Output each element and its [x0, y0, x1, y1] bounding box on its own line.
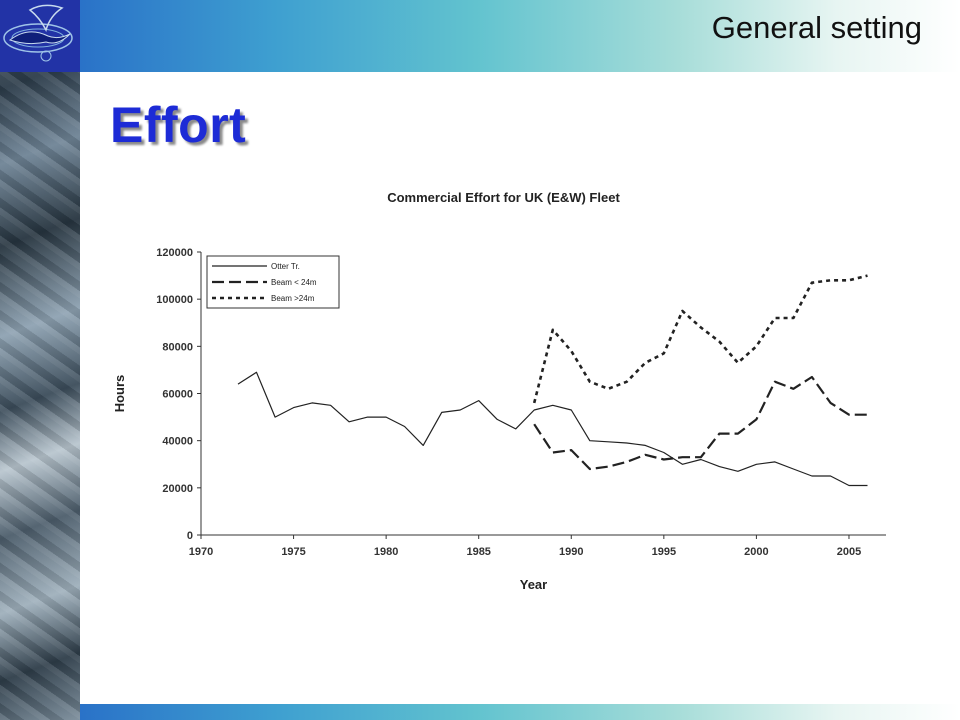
side-ocean-image — [0, 0, 80, 720]
y-tick-label: 40000 — [162, 436, 193, 448]
y-tick-label: 80000 — [162, 341, 193, 353]
footer-band — [80, 704, 960, 720]
x-tick-label: 2000 — [744, 546, 768, 558]
slide-title: Effort — [110, 97, 247, 153]
series-line-1 — [237, 371, 868, 487]
x-tick-label: 1970 — [189, 546, 213, 558]
legend-label-2: Beam < 24m — [271, 278, 317, 287]
x-tick-label: 2005 — [837, 546, 861, 558]
y-tick-label: 60000 — [162, 389, 193, 401]
logo — [0, 0, 80, 72]
x-tick-label: 1975 — [281, 546, 305, 558]
legend-label-1: Otter Tr. — [271, 262, 300, 271]
y-tick-label: 0 — [187, 530, 193, 542]
y-tick-label: 120000 — [156, 247, 193, 259]
y-axis-label: Hours — [112, 375, 127, 413]
legend-label-3: Beam >24m — [271, 294, 315, 303]
x-tick-label: 1995 — [652, 546, 676, 558]
header-band — [80, 0, 960, 72]
x-tick-label: 1980 — [374, 546, 398, 558]
y-tick-label: 20000 — [162, 483, 193, 495]
section-title: General setting — [711, 10, 922, 45]
x-tick-label: 1990 — [559, 546, 583, 558]
y-tick-label: 100000 — [156, 294, 193, 306]
series-line-2 — [533, 375, 868, 471]
x-axis-label: Year — [520, 577, 547, 592]
fish-globe-logo-icon — [3, 4, 73, 62]
chart-title: Commercial Effort for UK (E&W) Fleet — [387, 190, 620, 205]
series-line-3 — [532, 274, 868, 404]
x-tick-label: 1985 — [466, 546, 490, 558]
effort-line-chart: Commercial Effort for UK (E&W) Fleet 0 200… — [112, 190, 886, 592]
